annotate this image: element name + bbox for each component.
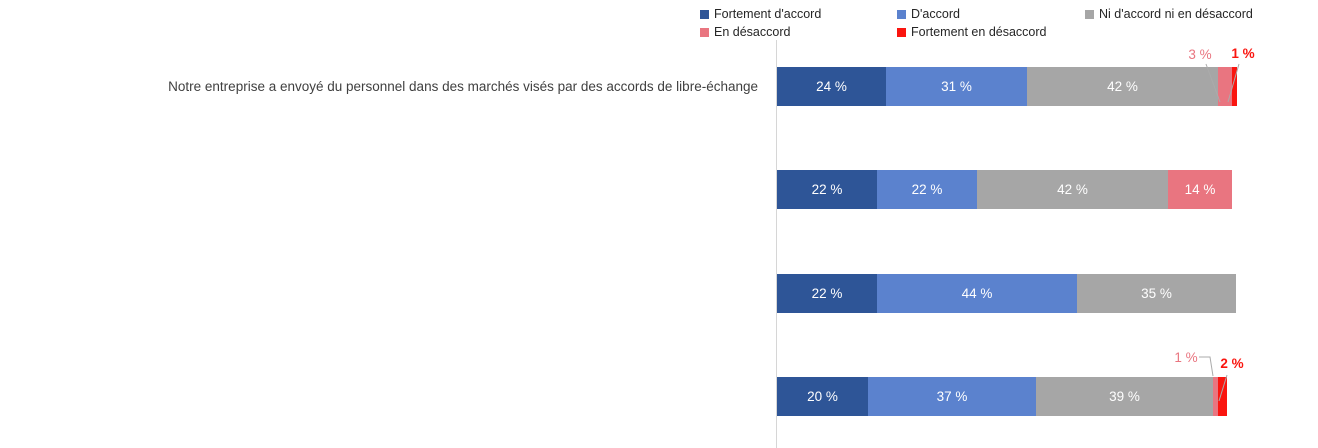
bar-segment[interactable]: 31 %	[886, 67, 1027, 106]
bar-segment[interactable]: 22 %	[777, 170, 877, 209]
legend-item-2[interactable]: D'accord	[897, 6, 960, 22]
bar-segment[interactable]: 22 %	[777, 274, 877, 313]
bar-segment[interactable]: 42 %	[977, 170, 1168, 209]
bar-segment[interactable]: 20 %	[777, 377, 868, 416]
plot-area: 24 % 31 % 42 % 22 % 22 % 42 % 14 % 22 % 44 % 35 %…	[777, 0, 1318, 448]
bar-segment[interactable]: 42 %	[1027, 67, 1218, 106]
legend-item-5[interactable]: Fortement en désaccord	[897, 24, 1047, 40]
bar-row-3: 22 % 44 % 35 %	[777, 274, 1236, 313]
legend-swatch-icon	[700, 27, 709, 37]
bar-row-4: 20 % 37 % 39 %	[777, 377, 1227, 416]
legend-label: Fortement en désaccord	[911, 25, 1047, 39]
bar-segment[interactable]	[1213, 377, 1218, 416]
bar-segment[interactable]: 37 %	[868, 377, 1036, 416]
bar-row-1: 24 % 31 % 42 %	[777, 67, 1237, 106]
legend: Fortement d'accord D'accord Ni d'accord ni…	[0, 0, 1318, 40]
category-label: Notre entreprise a envoyé du personnel d…	[168, 79, 758, 94]
legend-swatch-icon	[897, 9, 906, 19]
bar-segment[interactable]: 44 %	[877, 274, 1077, 313]
bar-segment[interactable]: 22 %	[877, 170, 977, 209]
data-label-callout-pink-row1: 3 %	[1188, 47, 1212, 62]
bar-segment[interactable]	[1218, 377, 1227, 416]
legend-item-4[interactable]: En désaccord	[700, 24, 790, 40]
legend-swatch-icon	[1085, 9, 1094, 19]
y-axis-line	[776, 40, 777, 448]
bar-segment[interactable]: 14 %	[1168, 170, 1232, 209]
legend-label: En désaccord	[714, 25, 791, 39]
bar-row-2: 22 % 22 % 42 % 14 %	[777, 170, 1232, 209]
bar-segment[interactable]	[1232, 67, 1237, 106]
legend-swatch-icon	[700, 9, 709, 19]
bar-segment[interactable]	[1218, 67, 1232, 106]
legend-label: D'accord	[911, 7, 960, 21]
data-label-callout-red-row1: 1 %	[1231, 46, 1255, 61]
legend-item-3[interactable]: Ni d'accord ni en désaccord	[1085, 6, 1253, 22]
bar-segment[interactable]: 39 %	[1036, 377, 1213, 416]
legend-swatch-icon	[897, 27, 906, 37]
legend-item-1[interactable]: Fortement d'accord	[700, 6, 821, 22]
legend-label: Ni d'accord ni en désaccord	[1099, 7, 1253, 21]
bar-segment[interactable]: 24 %	[777, 67, 886, 106]
data-label-callout-pink-row4: 1 %	[1174, 350, 1198, 365]
legend-label: Fortement d'accord	[714, 7, 822, 21]
bar-segment[interactable]: 35 %	[1077, 274, 1236, 313]
data-label-callout-red-row4: 2 %	[1220, 356, 1244, 371]
